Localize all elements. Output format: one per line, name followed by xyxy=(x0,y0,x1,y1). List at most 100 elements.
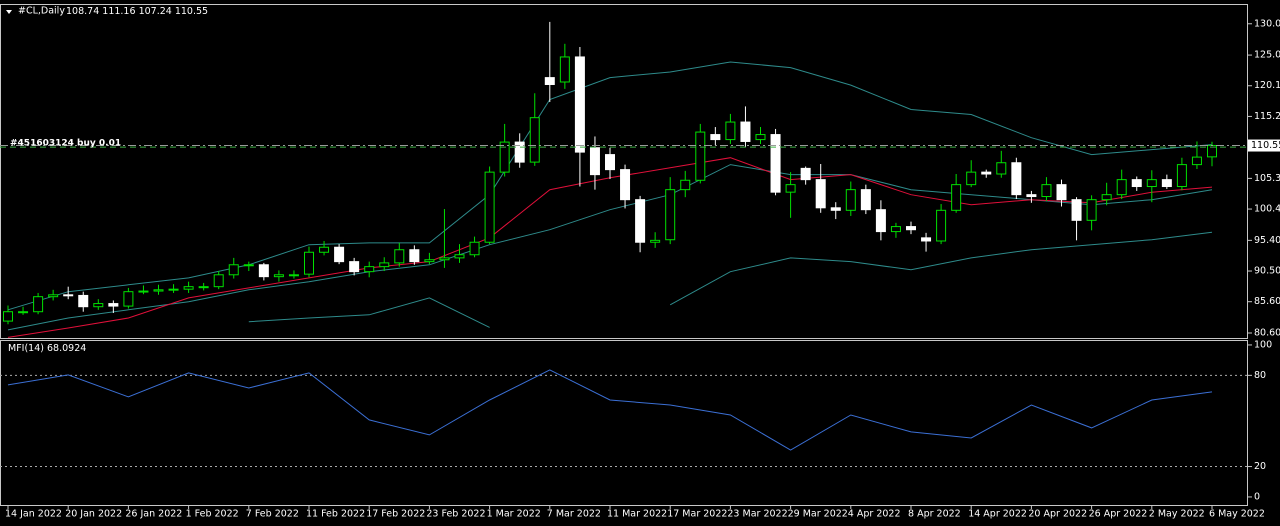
overlay: #CL,Daily 108.74 111.16 107.24 110.55 MF… xyxy=(5,6,1280,520)
mfi-title: MFI(14) 68.0924 xyxy=(8,343,86,354)
candle-body xyxy=(18,311,29,314)
indicator-line xyxy=(7,164,1213,331)
candle-body xyxy=(334,246,345,263)
candle-body xyxy=(921,237,932,242)
candle-body xyxy=(785,184,796,193)
y-tick-label: 80 xyxy=(1254,370,1266,381)
x-tick-label: 7 Feb 2022 xyxy=(246,509,299,520)
candle-body xyxy=(740,121,751,142)
x-tick-label: 6 May 2022 xyxy=(1209,509,1265,520)
y-tick-label: 100.40 xyxy=(1254,204,1280,215)
candle-body xyxy=(1161,179,1172,188)
indicator-line xyxy=(7,61,1213,311)
candle-body xyxy=(439,257,450,261)
y-tick-label: 95.40 xyxy=(1254,235,1280,246)
candle-body xyxy=(48,294,59,298)
candle-body xyxy=(559,56,570,83)
candle-body xyxy=(183,286,194,290)
x-tick-label: 17 Mar 2022 xyxy=(667,509,727,520)
candle-body xyxy=(514,141,525,163)
x-tick-label: 11 Mar 2022 xyxy=(607,509,667,520)
candle-body xyxy=(168,288,179,291)
ohlc: 108.74 111.16 107.24 110.55 xyxy=(66,6,208,17)
candle-body xyxy=(966,171,977,186)
candle-body xyxy=(409,249,420,263)
candle-body xyxy=(710,134,721,141)
y-tick-label: 100 xyxy=(1254,339,1272,350)
y-tick-label: 20 xyxy=(1254,461,1266,472)
x-tick-label: 14 Jan 2022 xyxy=(5,509,62,520)
x-tick-label: 17 Feb 2022 xyxy=(366,509,425,520)
indicator-line xyxy=(7,369,1213,451)
candle-body xyxy=(875,209,886,233)
candle-body xyxy=(258,264,269,278)
x-tick-label: 20 Jan 2022 xyxy=(65,509,122,520)
y-tick-label: 0 xyxy=(1254,491,1260,502)
open-value: 108.74 xyxy=(66,6,99,17)
candle-body xyxy=(665,189,676,241)
y-tick-label: 125.00 xyxy=(1254,50,1280,61)
menu-arrow[interactable] xyxy=(6,10,12,14)
candle-body xyxy=(198,286,209,289)
candle-body xyxy=(1026,194,1037,198)
close-value: 110.55 xyxy=(175,6,208,17)
candle-body xyxy=(499,141,510,173)
candle-body xyxy=(1041,184,1052,198)
candle-body xyxy=(228,264,239,276)
candle-body xyxy=(1101,194,1112,201)
x-tick-label: 29 Mar 2022 xyxy=(788,509,848,520)
main-panel xyxy=(0,4,1248,339)
y-tick-label: 90.50 xyxy=(1254,266,1280,277)
y-tick-label: 80.60 xyxy=(1254,327,1280,338)
candle-body xyxy=(890,226,901,233)
candle-body xyxy=(78,294,89,308)
x-tick-label: 4 Apr 2022 xyxy=(848,509,901,520)
candle-body xyxy=(243,264,254,267)
mfi-panel xyxy=(0,340,1248,506)
x-tick-label: 23 Mar 2022 xyxy=(727,509,787,520)
candle-body xyxy=(981,171,992,175)
candle-body xyxy=(860,189,871,211)
low-value: 107.24 xyxy=(139,6,172,17)
candle-body xyxy=(695,131,706,181)
candle-body xyxy=(1116,179,1127,196)
x-tick-label: 26 Jan 2022 xyxy=(125,509,182,520)
candle-body xyxy=(605,154,615,171)
candle-body xyxy=(1011,162,1022,196)
x-tick-label: 2 May 2022 xyxy=(1149,509,1205,520)
mfi-name: MFI(14) xyxy=(8,343,44,354)
x-tick-label: 23 Feb 2022 xyxy=(426,509,485,520)
y-tick-label: 105.30 xyxy=(1254,173,1280,184)
candle-body xyxy=(33,296,44,313)
candle-body xyxy=(424,259,435,263)
candle-body xyxy=(770,134,781,193)
candle-body xyxy=(1056,184,1067,201)
candle-body xyxy=(394,249,405,264)
candle-body xyxy=(364,266,375,273)
candle-body xyxy=(213,274,224,288)
candle-body xyxy=(138,290,149,293)
x-tick-label: 1 Mar 2022 xyxy=(487,509,541,520)
order-label: #451603124 buy 0.01 xyxy=(10,139,121,149)
candle-body xyxy=(288,274,299,277)
x-tick-label: 8 Apr 2022 xyxy=(908,509,961,520)
candle-body xyxy=(951,184,962,211)
x-tick-label: 7 Mar 2022 xyxy=(547,509,601,520)
candle-body xyxy=(755,134,766,141)
candle-body xyxy=(1131,179,1142,188)
candle-body xyxy=(815,179,826,209)
x-tick-label: 14 Apr 2022 xyxy=(968,509,1027,520)
candle-body xyxy=(349,261,360,273)
y-tick-label: 120.10 xyxy=(1254,80,1280,91)
candle-body xyxy=(830,207,841,211)
candle-body xyxy=(1086,199,1097,221)
candle-body xyxy=(454,254,465,259)
candle-body xyxy=(3,311,13,322)
candle-body xyxy=(1071,199,1082,221)
candle-body xyxy=(108,303,119,307)
candle-body xyxy=(680,179,691,191)
candle-body xyxy=(379,262,390,268)
x-tick-label: 20 Apr 2022 xyxy=(1028,509,1087,520)
y-tick-label: 115.20 xyxy=(1254,111,1280,122)
price-plot xyxy=(0,21,1248,338)
